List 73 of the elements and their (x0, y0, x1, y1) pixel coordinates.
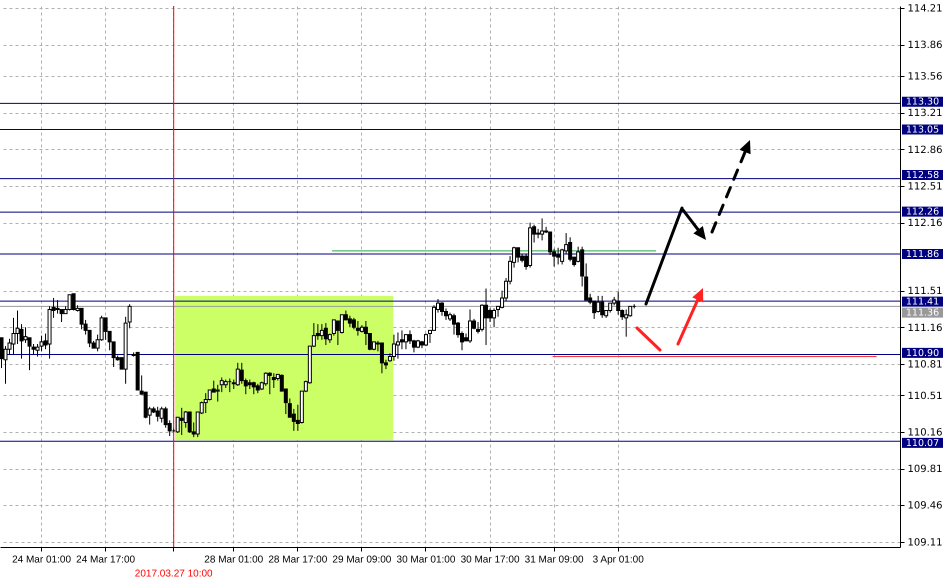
y-tick-label: 109.81 (908, 464, 942, 476)
candlestick (404, 334, 408, 350)
ref-line-label: 111.41 (906, 296, 940, 308)
candlestick (380, 342, 384, 374)
y-tick-label: 112.16 (908, 218, 942, 230)
candlestick (24, 326, 28, 344)
candlestick (424, 333, 428, 347)
candlestick (596, 295, 600, 314)
ref-line-label: 110.90 (906, 348, 940, 359)
y-tick-label: 110.81 (908, 359, 942, 370)
candlestick (348, 315, 352, 328)
x-tick-label: 2017.03.27 10:00 (134, 568, 214, 580)
x-tick-label: 31 Mar 09:00 (524, 554, 584, 566)
candlestick (364, 320, 368, 346)
candlestick (320, 324, 324, 340)
candlestick (556, 247, 560, 265)
candlestick (600, 295, 604, 318)
y-tick-label: 111.51 (908, 286, 942, 298)
candlestick (540, 218, 544, 241)
y-tick-label: 109.11 (908, 537, 942, 548)
candlestick (236, 362, 240, 386)
candlestick (56, 300, 60, 314)
ref-line-label: 113.30 (906, 96, 940, 108)
y-tick-label: 109.46 (908, 500, 942, 512)
candlestick (440, 302, 444, 316)
candlestick (160, 406, 164, 423)
candlestick (488, 308, 492, 323)
y-tick-label: 111.16 (908, 322, 942, 334)
candlestick (248, 379, 252, 390)
y-tick-label: 113.86 (908, 40, 942, 52)
candlestick (252, 381, 256, 395)
x-tick-label: 28 Mar 01:00 (204, 554, 264, 566)
y-tick-label: 113.21 (908, 108, 942, 120)
y-tick-label: 114.21 (908, 4, 942, 15)
candlestick (484, 288, 488, 346)
ref-line-label: 111.36 (906, 308, 940, 319)
candlestick (624, 308, 628, 338)
x-tick-label: 30 Mar 01:00 (396, 554, 456, 566)
candlestick (468, 308, 472, 344)
ref-line-label: 112.26 (906, 206, 940, 218)
ref-line-label: 110.07 (906, 438, 940, 449)
y-tick-label: 112.51 (908, 181, 942, 192)
candlestick (568, 236, 572, 262)
candlestick (188, 412, 192, 434)
x-tick-label: 28 Mar 17:00 (268, 554, 328, 566)
candlestick (72, 293, 76, 312)
x-tick-label: 24 Mar 17:00 (76, 554, 136, 566)
ref-line-label: 111.86 (906, 249, 940, 260)
candlestick (180, 407, 184, 436)
y-tick-label: 110.51 (908, 390, 942, 402)
candlestick (396, 332, 400, 360)
candlestick (156, 406, 160, 422)
candlestick (452, 313, 456, 336)
candlestick (256, 383, 260, 394)
y-tick-label: 110.16 (908, 427, 942, 438)
candlestick (104, 317, 108, 340)
y-tick-label: 113.56 (908, 72, 942, 83)
candlestick (324, 322, 328, 346)
candlestick (536, 228, 540, 239)
candlestick (268, 372, 272, 395)
candlestick (68, 294, 72, 312)
y-tick-label: 112.86 (908, 144, 942, 156)
ref-line-label: 112.58 (906, 170, 940, 181)
candlestick (356, 320, 360, 336)
x-tick-label: 30 Mar 17:00 (460, 554, 520, 566)
x-tick-label: 3 Apr 01:00 (592, 554, 644, 566)
candlestick (492, 308, 496, 328)
candlestick (516, 247, 520, 263)
candlestick (392, 334, 396, 362)
x-tick-label: 24 Mar 01:00 (12, 554, 72, 566)
ref-line-label: 113.05 (906, 124, 940, 136)
candlestick (204, 392, 208, 414)
x-tick-label: 29 Mar 09:00 (332, 554, 392, 566)
